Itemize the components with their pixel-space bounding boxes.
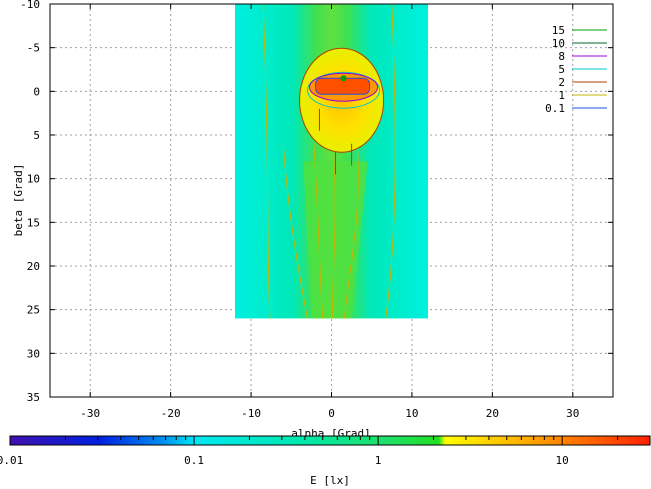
colorbar-tick-label: 0.1 xyxy=(184,454,204,467)
colorbar-label: E [lx] xyxy=(310,474,350,486)
y-tick-label: -5 xyxy=(27,42,40,55)
colorbar-tick-label: 0.01 xyxy=(0,454,23,467)
y-tick-label: 30 xyxy=(27,347,40,360)
colorbar-ticks: 0.01 0.1 1 10 xyxy=(0,436,651,467)
y-tick-label: 15 xyxy=(27,216,40,229)
legend-label: 8 xyxy=(558,50,565,63)
colorbar-tick-label: 10 xyxy=(556,454,569,467)
legend-label: 2 xyxy=(558,76,565,89)
y-tick-label: 25 xyxy=(27,304,40,317)
x-tick-label: 10 xyxy=(405,407,418,420)
y-tick-label: 20 xyxy=(27,260,40,273)
y-tick-label: 5 xyxy=(33,129,40,142)
colorbar-tick-label: 1 xyxy=(375,454,382,467)
contour-1-trace xyxy=(313,143,324,319)
colorbar: 0.01 0.1 1 10 E [lx] xyxy=(0,435,651,487)
contour-1-trace xyxy=(331,143,336,319)
x-axis: -30 -20 -10 0 10 20 30 xyxy=(80,4,579,420)
x-tick-label: 30 xyxy=(566,407,579,420)
heatmap-tail-band xyxy=(303,161,368,319)
contour-0-1-trace xyxy=(385,4,396,319)
x-tick-label: -20 xyxy=(161,407,181,420)
contour-5 xyxy=(307,71,381,109)
legend-label: 15 xyxy=(552,24,565,37)
legend-label: 5 xyxy=(558,63,565,76)
x-tick-label: 0 xyxy=(328,407,335,420)
x-tick-label: -10 xyxy=(241,407,261,420)
heatmap-field xyxy=(234,4,429,319)
y-tick-label: 35 xyxy=(27,391,40,404)
y-tick-label: 10 xyxy=(27,173,40,186)
y-tick-label: -10 xyxy=(20,0,40,11)
contour-1-trace xyxy=(343,143,359,319)
contour-15-peak xyxy=(340,75,347,82)
x-tick-label: 20 xyxy=(486,407,499,420)
x-tick-label: -30 xyxy=(80,407,100,420)
legend-label: 10 xyxy=(552,37,565,50)
legend-label: 0.1 xyxy=(545,102,565,115)
y-axis-label: beta [Grad] xyxy=(12,164,25,237)
contour-0-1-trace xyxy=(262,4,271,319)
y-tick-label: 0 xyxy=(33,85,40,98)
contour-1-trace xyxy=(282,143,308,319)
legend-label: 1 xyxy=(558,89,565,102)
